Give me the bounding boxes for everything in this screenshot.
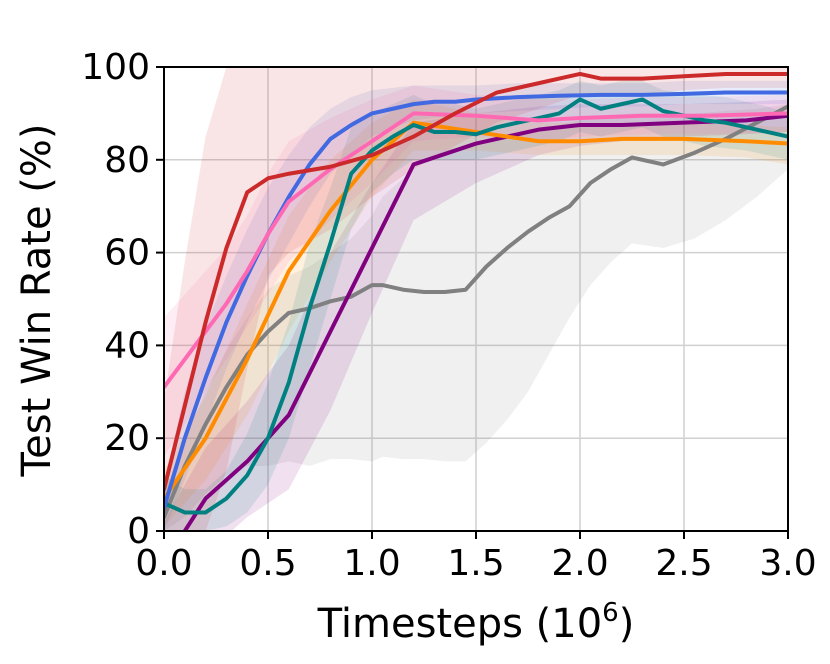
x-axis-label-suffix: ) bbox=[619, 601, 635, 647]
series-2-line bbox=[164, 120, 788, 501]
series-4-line bbox=[164, 90, 788, 510]
series-3-band bbox=[164, 80, 788, 531]
x-tick-label: 0.0 bbox=[135, 543, 192, 584]
series-0-band bbox=[164, 104, 788, 531]
y-tick-label: 20 bbox=[104, 418, 150, 459]
y-tick-label: 60 bbox=[104, 233, 150, 274]
x-axis-label-exponent: 6 bbox=[602, 598, 619, 628]
axis-ticks: 0.0 0.5 1.0 1.5 2.0 2.5 3.0 0 20 40 60 80 100 bbox=[81, 47, 816, 584]
x-tick-label: 0.5 bbox=[239, 543, 296, 584]
series-1-band bbox=[164, 99, 788, 531]
y-tick-label: 0 bbox=[127, 511, 150, 552]
series-lines bbox=[164, 71, 788, 531]
y-tick-label: 100 bbox=[81, 47, 150, 88]
x-tick-label: 1.5 bbox=[447, 543, 504, 584]
x-axis-label-main: Timesteps (10 bbox=[317, 601, 602, 647]
series-5-line bbox=[164, 111, 788, 390]
series-6-line bbox=[164, 71, 788, 492]
x-tick-label: 2.0 bbox=[551, 543, 608, 584]
x-tick-label: 3.0 bbox=[759, 543, 816, 584]
series-2-band bbox=[164, 99, 788, 527]
y-tick-label: 80 bbox=[104, 140, 150, 181]
series-0-line bbox=[164, 104, 788, 520]
x-tick-label: 2.5 bbox=[655, 543, 712, 584]
series-1-line bbox=[182, 113, 788, 531]
series-6-band bbox=[164, 67, 788, 531]
y-tick-label: 40 bbox=[104, 325, 150, 366]
x-tick-label: 1.0 bbox=[343, 543, 400, 584]
x-axis-label: Timesteps (106) bbox=[317, 598, 635, 647]
y-axis-label: Test Win Rate (%) bbox=[14, 124, 60, 478]
